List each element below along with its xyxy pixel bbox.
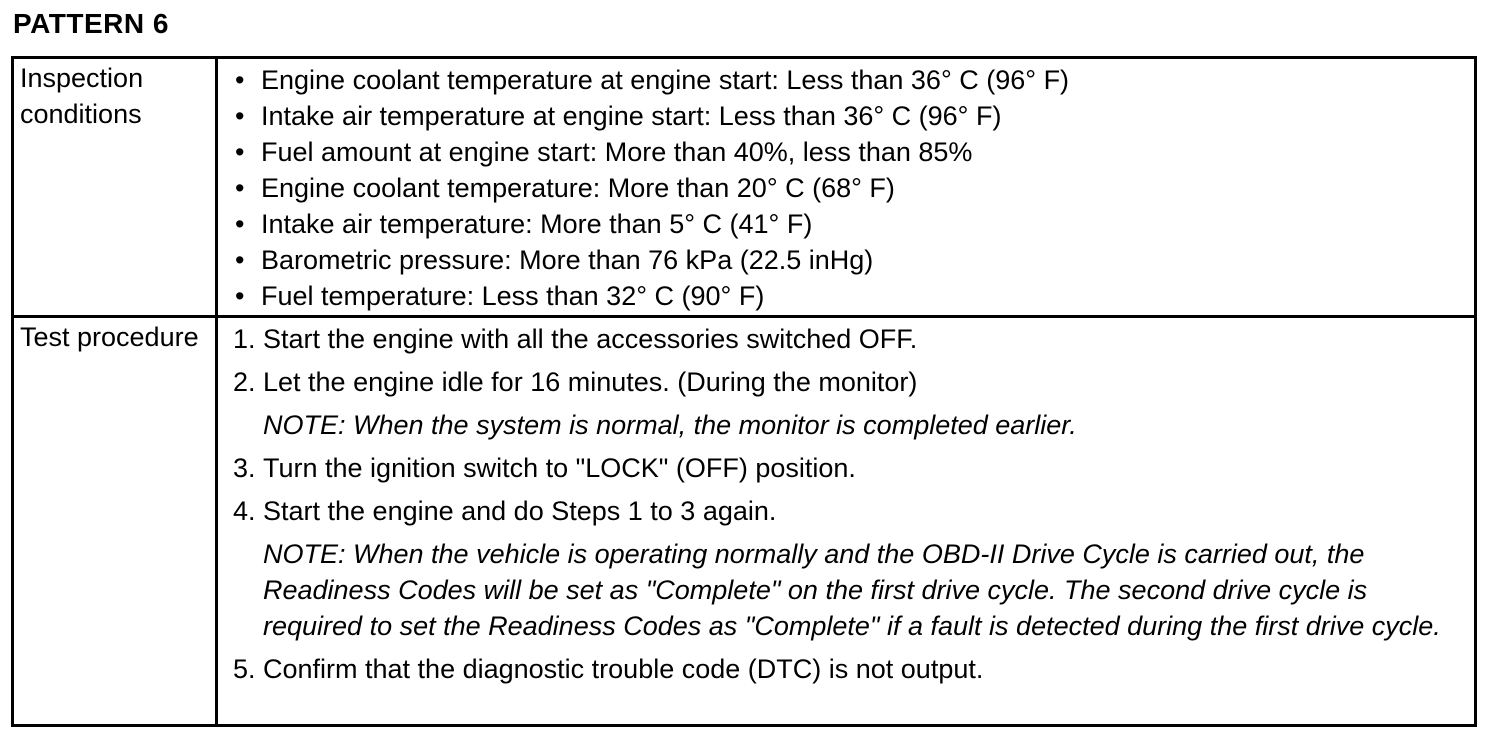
- bullet-icon: •: [235, 65, 245, 95]
- bullet-text: Engine coolant temperature: More than 20…: [261, 173, 895, 203]
- bullet-item: • Intake air temperature: More than 5° C …: [233, 206, 1462, 242]
- bullet-text: Barometric pressure: More than 76 kPa (2…: [261, 245, 874, 275]
- inspection-bullet-list: • Engine coolant temperature at engine st…: [233, 62, 1462, 314]
- bullet-item: • Intake air temperature at engine start:…: [233, 98, 1462, 134]
- bullet-text: Engine coolant temperature at engine sta…: [261, 65, 1070, 95]
- step-text: Start the engine with all the accessorie…: [263, 324, 918, 354]
- procedure-step: 2. Let the engine idle for 16 minutes. (D…: [233, 364, 1462, 400]
- step-number: 4.: [233, 496, 256, 526]
- bullet-icon: •: [235, 245, 245, 275]
- bullet-item: • Fuel temperature: Less than 32° C (90° …: [233, 278, 1462, 314]
- step-number: 5.: [233, 654, 256, 684]
- bullet-item: • Engine coolant temperature: More than 2…: [233, 170, 1462, 206]
- procedure-step: 3. Turn the ignition switch to "LOCK" (OF…: [233, 450, 1462, 486]
- bullet-icon: •: [235, 173, 245, 203]
- bullet-text: Fuel amount at engine start: More than 4…: [261, 137, 973, 167]
- step-number: 3.: [233, 453, 256, 483]
- inspection-conditions-cell: • Engine coolant temperature at engine st…: [218, 59, 1474, 318]
- bullet-text: Intake air temperature: More than 5° C (…: [261, 209, 813, 239]
- bullet-text: Fuel temperature: Less than 32° C (90° F…: [261, 281, 765, 311]
- procedure-step: 1. Start the engine with all the accessor…: [233, 321, 1462, 357]
- procedure-step: 5. Confirm that the diagnostic trouble co…: [233, 651, 1462, 687]
- spec-table: Inspection conditions • Engine coolant te…: [11, 56, 1477, 727]
- step-text: Start the engine and do Steps 1 to 3 aga…: [263, 496, 777, 526]
- step-text: Let the engine idle for 16 minutes. (Dur…: [263, 367, 918, 397]
- bullet-item: • Fuel amount at engine start: More than …: [233, 134, 1462, 170]
- row-header-inspection-conditions: Inspection conditions: [14, 59, 218, 318]
- bullet-icon: •: [235, 101, 245, 131]
- test-procedure-cell: 1. Start the engine with all the accessor…: [218, 318, 1474, 724]
- step-number: 1.: [233, 324, 256, 354]
- bullet-item: • Barometric pressure: More than 76 kPa (…: [233, 242, 1462, 278]
- step-text: Confirm that the diagnostic trouble code…: [263, 654, 984, 684]
- bullet-icon: •: [235, 209, 245, 239]
- procedure-list: 1. Start the engine with all the accessor…: [233, 321, 1462, 687]
- step-text: Turn the ignition switch to "LOCK" (OFF)…: [263, 453, 856, 483]
- page-title: PATTERN 6: [13, 8, 169, 39]
- procedure-note: NOTE: When the vehicle is operating norm…: [263, 539, 1441, 641]
- row-header-test-procedure: Test procedure: [14, 318, 218, 724]
- procedure-step: 4. Start the engine and do Steps 1 to 3 a…: [233, 493, 1462, 529]
- bullet-icon: •: [235, 137, 245, 167]
- bullet-icon: •: [235, 281, 245, 311]
- procedure-note: NOTE: When the system is normal, the mon…: [263, 410, 1077, 440]
- bullet-text: Intake air temperature at engine start: …: [261, 101, 1002, 131]
- step-number: 2.: [233, 367, 256, 397]
- bullet-item: • Engine coolant temperature at engine st…: [233, 62, 1462, 98]
